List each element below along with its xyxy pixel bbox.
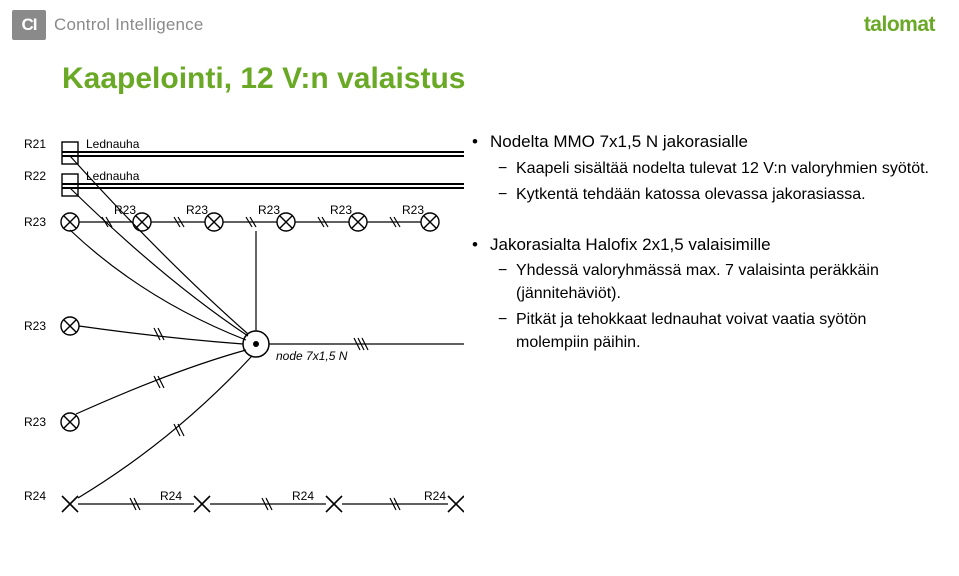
- page-title: Kaapelointi, 12 V:n valaistus: [62, 62, 959, 96]
- header: CI Control Intelligence talomat: [0, 0, 959, 44]
- bullet-2-sub-2: Pitkät ja tehokkaat lednauhat voivat vaa…: [472, 309, 935, 354]
- svg-text:R23: R23: [24, 415, 46, 429]
- bullet-1-sub-2: Kytkentä tehdään katossa olevassa jakora…: [472, 184, 935, 206]
- svg-text:Lednauha: Lednauha: [86, 169, 140, 183]
- svg-text:R23: R23: [24, 215, 46, 229]
- bullet-1-sub-1: Kaapeli sisältää nodelta tulevat 12 V:n …: [472, 158, 935, 180]
- svg-text:R23: R23: [330, 203, 352, 217]
- svg-text:node 7x1,5 N: node 7x1,5 N: [276, 349, 348, 363]
- content: R21 Lednauha R22 Lednauha R23 R23: [0, 96, 959, 520]
- svg-text:R23: R23: [258, 203, 280, 217]
- ci-logo-text: Control Intelligence: [54, 15, 204, 35]
- bullet-list: Nodelta MMO 7x1,5 N jakorasialle Kaapeli…: [472, 130, 935, 520]
- brand-right: talomat: [864, 13, 935, 37]
- ci-logo-box: CI: [12, 10, 46, 40]
- svg-text:R23: R23: [186, 203, 208, 217]
- svg-text:R23: R23: [24, 319, 46, 333]
- bullet-2: Jakorasialta Halofix 2x1,5 valaisimille: [472, 233, 935, 257]
- svg-text:Lednauha: Lednauha: [86, 137, 140, 151]
- bullet-1: Nodelta MMO 7x1,5 N jakorasialle: [472, 130, 935, 154]
- wiring-diagram: R21 Lednauha R22 Lednauha R23 R23: [24, 130, 464, 520]
- bullet-2-sub-1: Yhdessä valoryhmässä max. 7 valaisinta p…: [472, 260, 935, 305]
- logo-left: CI Control Intelligence: [12, 10, 204, 40]
- svg-text:R24: R24: [424, 489, 446, 503]
- svg-text:R24: R24: [160, 489, 182, 503]
- svg-text:R24: R24: [292, 489, 314, 503]
- svg-text:R22: R22: [24, 169, 46, 183]
- svg-text:R21: R21: [24, 137, 46, 151]
- svg-text:R24: R24: [24, 489, 46, 503]
- svg-text:R23: R23: [402, 203, 424, 217]
